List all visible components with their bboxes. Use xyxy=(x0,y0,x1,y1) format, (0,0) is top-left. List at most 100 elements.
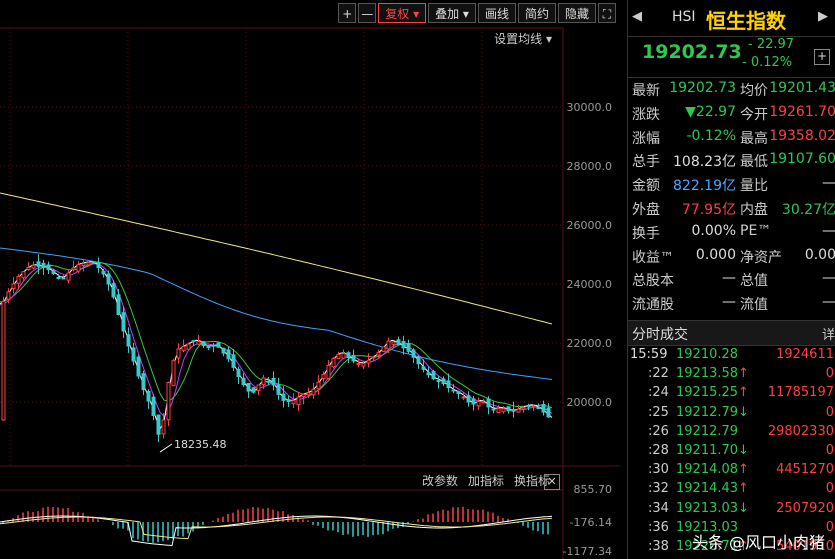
tick-price: 19214.43 xyxy=(676,481,739,497)
tick-price: 19212.79 xyxy=(676,423,739,439)
candle-body xyxy=(116,294,121,315)
edit-params-button[interactable]: 改参数 xyxy=(421,474,458,488)
candle-body xyxy=(451,389,456,392)
candle-body xyxy=(391,341,396,345)
tick-row: :26 19212.79 29802330 xyxy=(628,423,835,442)
candle-body xyxy=(26,267,31,271)
candle-body xyxy=(16,276,21,284)
candle-body xyxy=(131,347,136,362)
tick-volume: 0 xyxy=(825,519,834,535)
quote-value: -0.12% xyxy=(686,127,736,144)
tick-row: :24 19215.25 ↑ 11785197 xyxy=(628,384,835,403)
candle-body xyxy=(261,377,266,386)
macd-dea-line xyxy=(0,516,553,540)
zoom-in-button[interactable]: + xyxy=(338,3,357,23)
ticks-detail-button[interactable]: 详 xyxy=(822,328,835,343)
quote-value: 77.95亿 xyxy=(681,202,736,218)
tick-volume: 11785197 xyxy=(767,385,834,401)
tick-row: 15:59 19210.28 1924611 xyxy=(628,346,835,365)
quote-label: PE™ xyxy=(740,222,772,239)
prev-arrow-icon[interactable]: ◀ xyxy=(632,9,642,24)
tick-price: 19213.58 xyxy=(676,366,739,382)
candle-body xyxy=(456,391,461,394)
candle-body xyxy=(66,272,71,281)
candle-body xyxy=(241,377,246,386)
quote-label: 今开 xyxy=(740,106,768,123)
quote-value: 0.00 xyxy=(804,246,835,263)
zoom-out-button[interactable]: — xyxy=(358,3,377,23)
quote-value: 19261.70 xyxy=(769,103,835,120)
tick-price: 19211.70 xyxy=(676,443,739,458)
quote-label: 换手 xyxy=(632,225,660,242)
fullscreen-icon[interactable]: ⛶ xyxy=(598,3,616,23)
tick-time: :34 xyxy=(648,500,669,516)
candle-body xyxy=(371,356,376,359)
candle-body xyxy=(111,283,116,298)
candle-body xyxy=(246,382,251,392)
quote-value: — xyxy=(822,270,835,287)
candle-body xyxy=(311,388,316,396)
quote-value: — xyxy=(822,294,835,311)
tick-volume: 0 xyxy=(825,443,834,458)
candle-body xyxy=(436,380,441,383)
candle-body xyxy=(366,359,371,364)
simple-mode-button[interactable]: 简约 xyxy=(517,3,556,23)
tick-price: 19220.71 xyxy=(676,539,739,554)
tick-direction-icon: ↓ xyxy=(738,443,749,458)
hide-button[interactable]: 隐藏 xyxy=(557,3,596,23)
add-watchlist-button[interactable]: + xyxy=(814,49,830,65)
quote-label: 最高 xyxy=(740,130,768,147)
candle-body xyxy=(6,291,11,300)
tick-volume: 0 xyxy=(825,404,834,420)
indicator-tick-label: -176.14 xyxy=(570,516,612,529)
quote-label: 均价 xyxy=(740,83,768,99)
candle-body xyxy=(411,349,416,358)
overlay-button[interactable]: 叠加 ▾ xyxy=(428,3,476,23)
quote-label: 总股本 xyxy=(632,273,674,290)
candle-body xyxy=(146,390,151,402)
candle-body xyxy=(231,354,236,368)
candle-body xyxy=(471,398,476,405)
candle-body xyxy=(281,393,286,401)
candle-body xyxy=(136,356,141,377)
candle-body xyxy=(306,392,311,396)
quote-row: 涨跌 ▼22.97 今开 19261.70 xyxy=(628,102,835,124)
candle-body xyxy=(541,404,546,413)
candle-body xyxy=(196,341,201,345)
tick-time: 15:59 xyxy=(630,347,668,362)
quote-row: 流通股 — 流值 — xyxy=(628,292,835,314)
add-indicator-button[interactable]: 加指标 xyxy=(467,474,504,488)
adjust-button[interactable]: 复权 ▾ xyxy=(378,3,427,23)
candle-body xyxy=(396,339,401,345)
kline-chart-svg[interactable]: 30000.0 28000.0 26000.0 24000.0 22000.0 20000… xyxy=(0,0,620,559)
close-indicator-icon[interactable]: ✕ xyxy=(544,474,560,490)
indicator-axis: 855.70 -176.14 -1177.34 xyxy=(563,483,612,558)
ticks-header: 分时成交 详 xyxy=(628,320,835,346)
switch-indicator-button[interactable]: 换指标 xyxy=(513,474,550,488)
axis-tick-label: 26000.0 xyxy=(567,219,613,232)
quote-value: 19358.02 xyxy=(769,127,835,144)
tick-direction-icon: ↑ xyxy=(738,539,749,554)
price-change-pct: - 0.12% xyxy=(742,55,793,70)
candle-body xyxy=(11,283,16,290)
kline-chart-panel[interactable]: 30000.0 28000.0 26000.0 24000.0 22000.0 20000… xyxy=(0,0,620,559)
ma-20-line xyxy=(0,263,553,418)
quote-header: ◀ HSI 恒生指数 ▶ xyxy=(628,0,835,37)
tick-direction-icon: ↑ xyxy=(738,385,749,401)
draw-line-button[interactable]: 画线 xyxy=(477,3,516,23)
candle-body xyxy=(526,405,531,408)
candle-body xyxy=(286,399,291,402)
candle-body xyxy=(121,312,126,332)
quote-row: 换手 0.00% PE™ — xyxy=(628,221,835,243)
candle-body xyxy=(96,262,101,269)
tick-price: 19215.25 xyxy=(676,385,739,401)
indicator-toolbar: 改参数 加指标 换指标 xyxy=(422,472,550,489)
candle-body xyxy=(351,354,356,362)
candle-body xyxy=(341,353,346,359)
index-code: HSI xyxy=(672,9,696,25)
quote-value: ▼22.97 xyxy=(685,103,736,120)
tick-row: :25 19212.79 ↓ 0 xyxy=(628,404,835,423)
set-ma-button[interactable]: 设置均线 ▾ xyxy=(494,32,552,46)
candle-body xyxy=(31,264,36,269)
next-arrow-icon[interactable]: ▶ xyxy=(818,9,828,24)
